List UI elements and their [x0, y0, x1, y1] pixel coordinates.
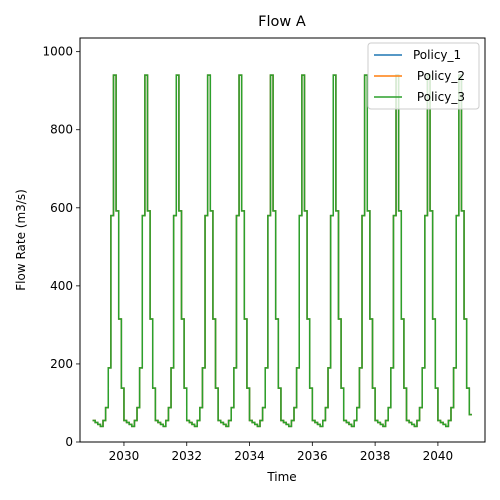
plot-frame [79, 37, 486, 443]
legend-label: Policy_3 [413, 90, 465, 104]
x-axis: 2030 2032 2034 2036 2038 2040 [109, 442, 454, 463]
chart-title: Flow A [258, 14, 306, 30]
x-axis-label: Time [266, 470, 296, 484]
series-layer [92, 74, 472, 428]
y-tick-label: 600 [50, 201, 73, 215]
y-tick-label: 400 [50, 279, 73, 293]
legend-label: Policy_1 [413, 48, 461, 62]
x-tick-label: 2038 [360, 449, 391, 463]
y-tick-label: 200 [50, 357, 73, 371]
x-tick-label: 2040 [423, 449, 454, 463]
series-line-3 [92, 74, 472, 428]
legend-label: Policy_2 [413, 69, 465, 83]
legend: Policy_1 Policy_2 Policy_3 [367, 42, 480, 110]
x-tick-label: 2030 [109, 449, 140, 463]
x-tick-label: 2032 [171, 449, 202, 463]
x-tick-label: 2034 [234, 449, 265, 463]
y-tick-label: 1000 [42, 45, 73, 59]
x-tick-label: 2036 [297, 449, 328, 463]
y-tick-label: 800 [50, 123, 73, 137]
legend-frame [367, 42, 480, 110]
y-tick-label: 0 [65, 435, 73, 449]
y-axis-label: Flow Rate (m3/s) [14, 189, 28, 291]
y-axis: 0 200 400 600 800 1000 [42, 45, 80, 449]
